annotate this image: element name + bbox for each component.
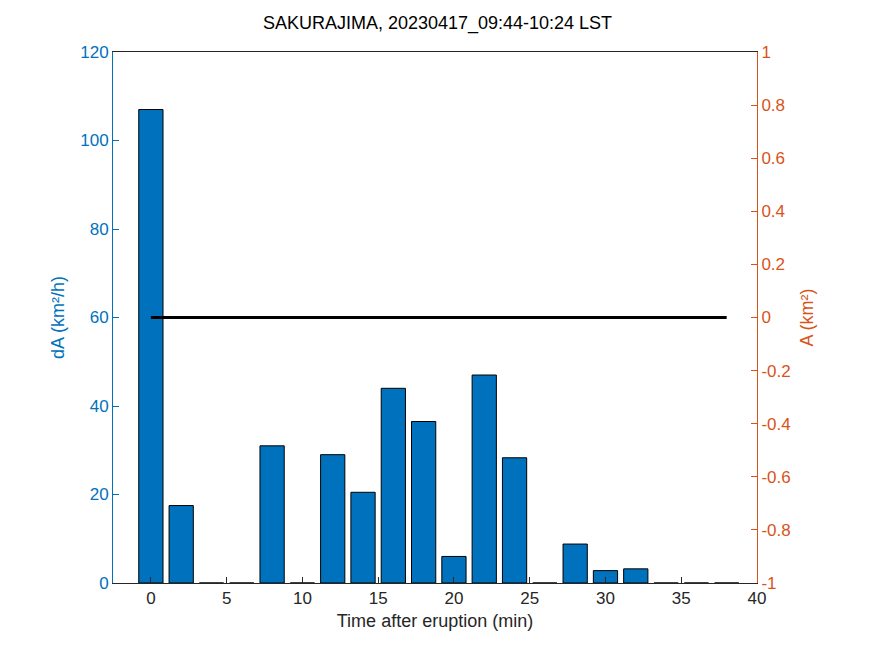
svg-text:80: 80	[90, 220, 109, 239]
svg-text:0.6: 0.6	[761, 149, 785, 168]
svg-text:35: 35	[672, 589, 691, 608]
svg-text:SAKURAJIMA, 20230417_09:44-10:: SAKURAJIMA, 20230417_09:44-10:24 LST	[263, 13, 612, 34]
svg-text:-0.8: -0.8	[761, 521, 790, 540]
svg-text:0.4: 0.4	[761, 202, 785, 221]
svg-text:Time after eruption (min): Time after eruption (min)	[337, 611, 533, 631]
svg-text:15: 15	[369, 589, 388, 608]
svg-text:25: 25	[520, 589, 539, 608]
svg-text:-0.4: -0.4	[761, 415, 790, 434]
svg-text:0.8: 0.8	[761, 96, 785, 115]
svg-text:0: 0	[99, 574, 108, 593]
svg-text:10: 10	[293, 589, 312, 608]
svg-text:-1: -1	[761, 574, 776, 593]
svg-text:100: 100	[80, 131, 108, 150]
svg-text:-0.2: -0.2	[761, 362, 790, 381]
svg-text:A (km²): A (km²)	[797, 289, 817, 347]
svg-text:0: 0	[146, 589, 155, 608]
svg-text:120: 120	[80, 43, 108, 62]
svg-text:20: 20	[444, 589, 463, 608]
svg-text:30: 30	[596, 589, 615, 608]
svg-text:20: 20	[90, 485, 109, 504]
svg-text:60: 60	[90, 308, 109, 327]
svg-text:1: 1	[761, 43, 770, 62]
svg-text:5: 5	[222, 589, 231, 608]
svg-text:-0.6: -0.6	[761, 468, 790, 487]
svg-text:dA (km²/h): dA (km²/h)	[48, 276, 68, 359]
svg-text:0.2: 0.2	[761, 255, 785, 274]
svg-text:40: 40	[90, 397, 109, 416]
svg-text:40: 40	[748, 589, 767, 608]
svg-text:0: 0	[761, 308, 770, 327]
